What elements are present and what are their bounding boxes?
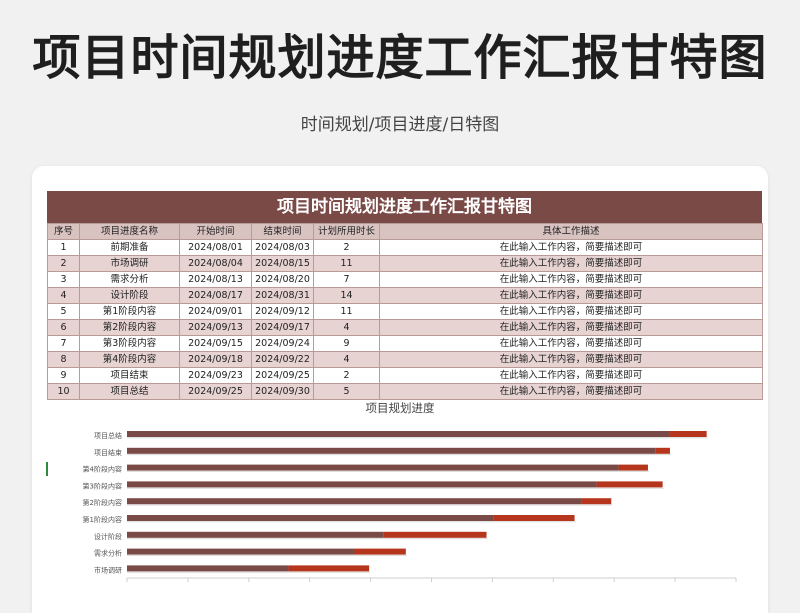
category-label: 市场调研 [94,565,122,574]
category-label: 需求分析 [94,549,122,558]
cell-desc[interactable]: 在此输入工作内容，简要描述即可 [379,303,763,320]
cell-start[interactable]: 2024/09/18 [179,351,252,368]
cell-desc[interactable]: 在此输入工作内容，简要描述即可 [379,367,763,384]
cell-desc[interactable]: 在此输入工作内容，简要描述即可 [379,255,763,272]
page-subtitle: 时间规划/项目进度/日特图 [300,115,500,135]
table-row: 7 第3阶段内容 2024/09/15 2024/09/24 9 在此输入工作内容，简要描… [47,335,763,352]
cell-name[interactable]: 第3阶段内容 [79,335,180,352]
cell-desc[interactable]: 在此输入工作内容，简要描述即可 [379,319,763,336]
bar-duration [669,431,707,437]
table-row: 2 市场调研 2024/08/04 2024/08/15 11 在此输入工作内容，简要描述… [47,255,763,272]
category-label: 项目总结 [94,431,122,440]
cell-duration[interactable]: 7 [313,271,380,288]
project-sheet: 项目时间规划进度工作汇报甘特图 序号 项目进度名称 开始时间 结束时间 计划所用… [47,191,763,400]
cell-start[interactable]: 2024/09/15 [179,335,252,352]
bar-start-offset [127,447,656,454]
cell-no[interactable]: 2 [47,255,80,272]
gantt-chart: 项目总结项目结束第4阶段内容第3阶段内容第2阶段内容第1阶段内容设计阶段需求分析… [83,431,737,582]
cell-duration[interactable]: 9 [313,335,380,352]
cell-end[interactable]: 2024/09/12 [251,303,314,320]
category-label: 第4阶段内容 [83,465,122,474]
category-label: 第2阶段内容 [83,498,122,507]
bar-duration [354,548,406,555]
table-row: 1 前期准备 2024/08/01 2024/08/03 2 在此输入工作内容，简要描述即… [47,239,763,256]
cell-no[interactable]: 7 [47,335,80,352]
cell-start[interactable]: 2024/09/25 [179,383,252,400]
bar-start-offset [127,548,355,555]
cell-duration[interactable]: 4 [313,319,380,336]
cell-duration[interactable]: 2 [313,239,380,256]
category-label: 第1阶段内容 [83,515,122,524]
cell-name[interactable]: 第4阶段内容 [79,351,180,368]
cell-no[interactable]: 8 [47,351,80,368]
table-row: 4 设计阶段 2024/08/17 2024/08/31 14 在此输入工作内容，简要描述… [47,287,763,304]
page-title: 项目时间规划进度工作汇报甘特图 [32,30,768,86]
cell-end[interactable]: 2024/09/25 [251,367,314,384]
header-end[interactable]: 结束时间 [251,223,314,240]
cell-desc[interactable]: 在此输入工作内容，简要描述即可 [379,335,763,352]
schedule-table: 序号 项目进度名称 开始时间 结束时间 计划所用时长 具体工作描述 1 前期准备 2… [47,223,763,400]
cell-end[interactable]: 2024/09/22 [251,351,314,368]
bar-duration [493,515,575,521]
bar-duration [383,531,487,538]
cell-start[interactable]: 2024/09/01 [179,303,252,320]
spreadsheet-card: 项目时间规划进度工作汇报甘特图 序号 项目进度名称 开始时间 结束时间 计划所用… [32,166,768,613]
header-no[interactable]: 序号 [47,223,80,240]
sheet-title: 项目时间规划进度工作汇报甘特图 [47,191,762,223]
cell-no[interactable]: 1 [47,239,80,256]
bar-start-offset [127,481,597,488]
cell-cursor-marker [46,462,48,476]
bar-duration [596,481,663,488]
bar-start-offset [127,565,289,572]
bar-duration [581,498,612,505]
cell-no[interactable]: 5 [47,303,80,320]
cell-start[interactable]: 2024/08/13 [179,271,252,288]
header-duration[interactable]: 计划所用时长 [313,223,380,240]
category-label: 项目结束 [94,448,122,457]
cell-desc[interactable]: 在此输入工作内容，简要描述即可 [379,239,763,256]
bar-duration [655,447,670,454]
bar-start-offset [127,515,494,521]
bar-start-offset [127,431,670,437]
bar-start-offset [127,464,619,471]
cell-end[interactable]: 2024/08/15 [251,255,314,272]
chart-title: 项目规划进度 [365,401,435,415]
cell-start[interactable]: 2024/08/04 [179,255,252,272]
category-label: 第3阶段内容 [83,481,122,490]
cell-no[interactable]: 10 [47,383,80,400]
table-row: 9 项目结束 2024/09/23 2024/09/25 2 在此输入工作内容，简要描述即… [47,367,763,384]
cell-desc[interactable]: 在此输入工作内容，简要描述即可 [379,383,763,400]
cell-no[interactable]: 4 [47,287,80,304]
cell-name[interactable]: 需求分析 [79,271,180,288]
table-row: 10 项目总结 2024/09/25 2024/09/30 5 在此输入工作内容，简要描述… [47,383,763,400]
cell-end[interactable]: 2024/08/03 [251,239,314,256]
category-label: 设计阶段 [94,532,122,541]
bar-start-offset [127,531,384,538]
cell-duration[interactable]: 5 [313,383,380,400]
bar-start-offset [127,498,582,505]
table-row: 8 第4阶段内容 2024/09/18 2024/09/22 4 在此输入工作内容，简要描… [47,351,763,368]
cell-name[interactable]: 前期准备 [79,239,180,256]
bar-duration [288,565,370,572]
bar-duration [618,464,648,471]
